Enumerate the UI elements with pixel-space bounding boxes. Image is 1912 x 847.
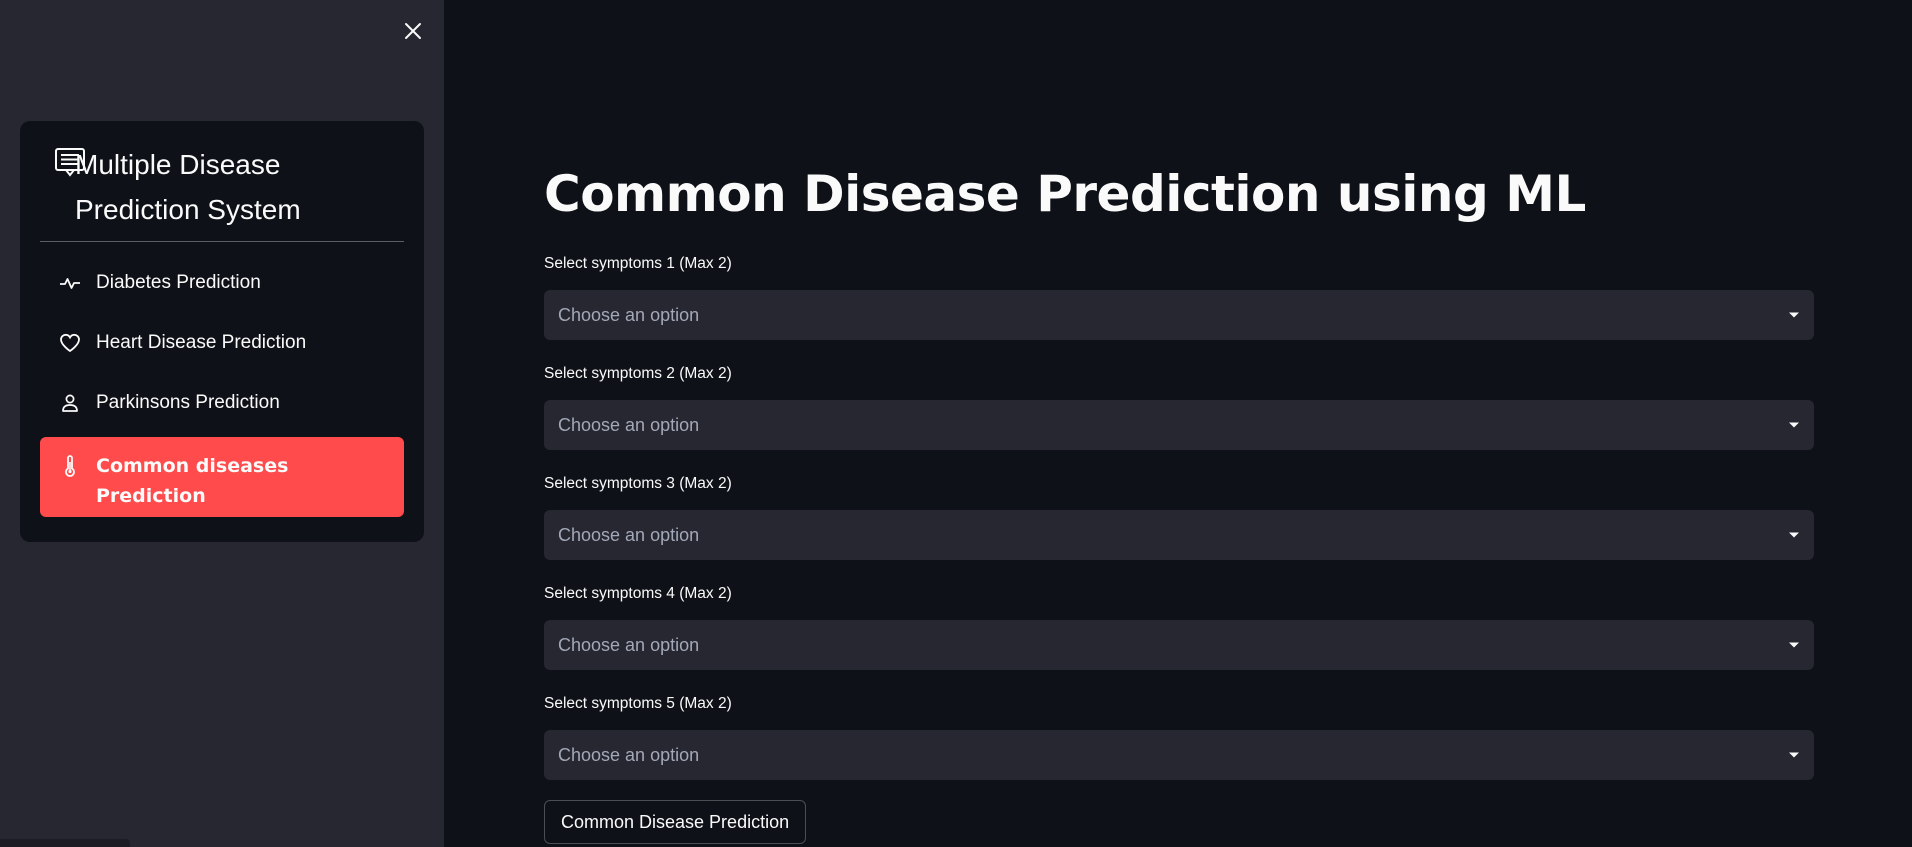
menu-item-heart[interactable]: Heart Disease Prediction [40,317,404,369]
document-list-icon [55,148,85,177]
symptom-dropdown-3[interactable]: Choose an option [544,510,1814,560]
symptom-select-3: Select symptoms 3 (Max 2) Choose an opti… [544,475,1814,560]
field-label: Select symptoms 3 (Max 2) [544,475,732,492]
menu-item-diabetes[interactable]: Diabetes Prediction [40,257,404,309]
symptom-dropdown-1[interactable]: Choose an option [544,290,1814,340]
select-placeholder: Choose an option [558,414,700,435]
select-placeholder: Choose an option [558,524,700,545]
menu-divider [40,241,404,242]
menu-item-label: Parkinsons Prediction [96,392,280,413]
menu-items: Diabetes Prediction Heart Disease Predic… [40,257,404,525]
activity-icon [60,278,80,289]
field-label: Select symptoms 1 (Max 2) [544,255,732,272]
page-title: Common Disease Prediction using ML [544,165,1586,223]
symptom-dropdown-2[interactable]: Choose an option [544,400,1814,450]
select-placeholder: Choose an option [558,634,700,655]
menu-item-common-diseases[interactable]: Common diseases Prediction [40,437,404,517]
sidebar-scrollbar[interactable] [0,839,130,847]
select-placeholder: Choose an option [558,304,700,325]
select-placeholder: Choose an option [558,744,700,765]
heart-icon [60,333,80,353]
chevron-down-icon [1789,642,1799,648]
symptom-select-5: Select symptoms 5 (Max 2) Choose an opti… [544,695,1814,780]
menu-item-label: Diabetes Prediction [96,272,261,293]
close-icon [405,23,421,39]
field-label: Select symptoms 5 (Max 2) [544,695,732,712]
symptom-select-1: Select symptoms 1 (Max 2) Choose an opti… [544,255,1814,340]
person-icon [62,394,78,412]
chevron-down-icon [1789,422,1799,428]
close-sidebar-button[interactable] [398,16,428,46]
thermometer-icon [65,455,75,477]
sidebar: Multiple Disease Prediction System Diabe… [0,0,444,847]
menu-item-parkinsons[interactable]: Parkinsons Prediction [40,377,404,429]
symptom-dropdown-4[interactable]: Choose an option [544,620,1814,670]
menu-item-label: Heart Disease Prediction [96,332,307,353]
symptom-dropdown-5[interactable]: Choose an option [544,730,1814,780]
field-label: Select symptoms 2 (Max 2) [544,365,732,382]
field-label: Select symptoms 4 (Max 2) [544,585,732,602]
common-disease-prediction-button[interactable]: Common Disease Prediction [544,800,807,844]
chevron-down-icon [1789,532,1799,538]
option-menu: Multiple Disease Prediction System Diabe… [20,121,424,542]
menu-item-label: Common diseases Prediction [96,455,289,507]
symptom-select-4: Select symptoms 4 (Max 2) Choose an opti… [544,585,1814,670]
chevron-down-icon [1789,312,1799,318]
menu-header: Multiple Disease Prediction System [40,142,404,232]
menu-title: Multiple Disease Prediction System [75,149,301,225]
chevron-down-icon [1789,752,1799,758]
symptom-select-2: Select symptoms 2 (Max 2) Choose an opti… [544,365,1814,450]
